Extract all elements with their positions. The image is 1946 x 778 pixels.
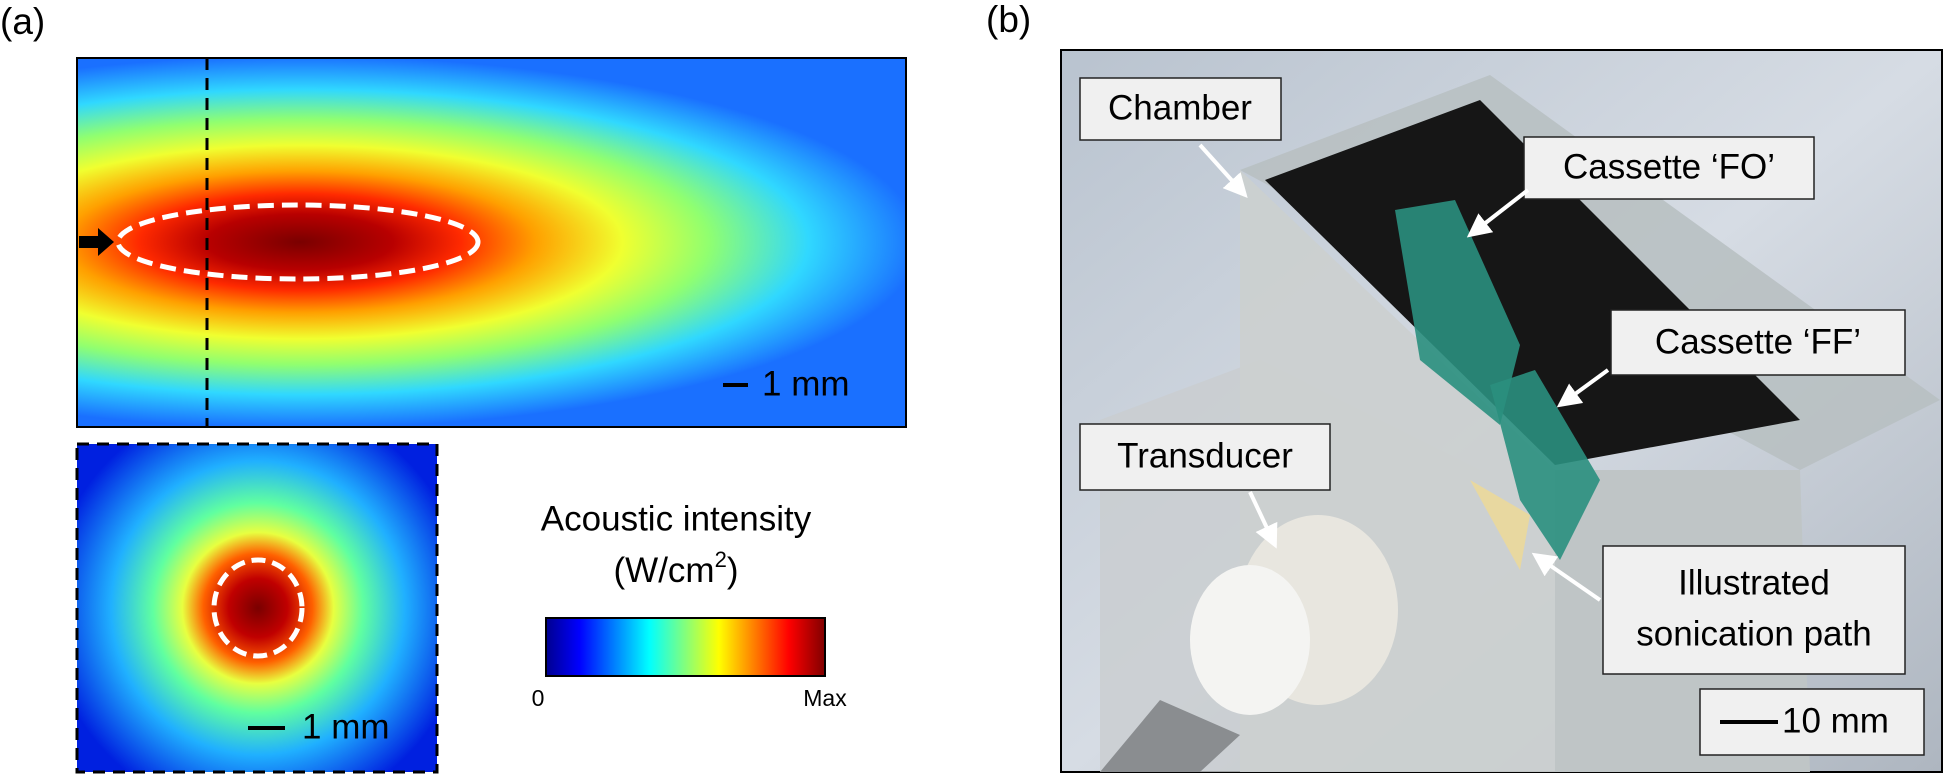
panel-label: (b) (986, 0, 1031, 40)
colorbar-min: 0 (532, 685, 545, 711)
focal-outline (211, 557, 305, 659)
colorbar-unit: (W/cm2) (614, 547, 739, 590)
scale-label: 1 mm (762, 364, 850, 403)
focal-outline (115, 202, 481, 282)
heatmap-bottom (75, 442, 439, 774)
callout-text: Cassette ‘FO’ (1563, 147, 1775, 186)
unit-close: ) (727, 551, 739, 590)
heatmap-top (76, 57, 907, 428)
transducer-cap (1190, 565, 1310, 715)
callout-box (1079, 423, 1331, 491)
arrow (79, 228, 114, 256)
callout-arrow (1556, 368, 1610, 408)
sonication-path (1470, 480, 1530, 570)
callout-box (1079, 77, 1282, 141)
unit-text: (W/cm (614, 551, 715, 590)
colorbar (545, 617, 826, 677)
callout-text: Transducer (1117, 436, 1293, 475)
colorbar-title: Acoustic intensity (541, 499, 812, 538)
callout-box (1602, 545, 1906, 675)
cassette-fo (1395, 200, 1520, 425)
callout-text: Illustrated (1678, 563, 1830, 602)
scale-label: 10 mm (1782, 701, 1889, 740)
panel-label: (a) (0, 1, 45, 42)
callout-text: Chamber (1108, 88, 1252, 127)
callout-text: Cassette ‘FF’ (1655, 322, 1861, 361)
unit-sup: 2 (715, 547, 727, 572)
connector (1100, 700, 1240, 772)
callout-arrow (1198, 143, 1248, 198)
cassette-ff (1490, 370, 1600, 560)
colorbar-max: Max (803, 685, 847, 711)
callout-arrow (1531, 552, 1602, 602)
callout-box (1523, 136, 1815, 200)
callout-box (1610, 309, 1906, 376)
callout-arrow (1466, 188, 1530, 238)
callout-text: sonication path (1636, 614, 1871, 653)
callout-arrow (1248, 491, 1278, 549)
scale-label: 1 mm (302, 707, 390, 746)
